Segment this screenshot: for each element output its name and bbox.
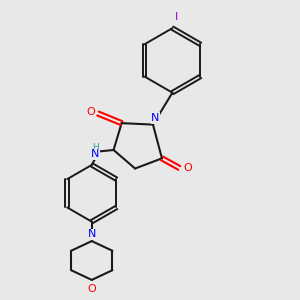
Text: O: O [86, 107, 95, 117]
Text: N: N [91, 149, 100, 160]
Text: N: N [88, 229, 96, 239]
Text: I: I [175, 12, 178, 22]
Text: H: H [92, 142, 99, 152]
Text: O: O [87, 284, 96, 294]
Text: O: O [183, 163, 192, 173]
Text: N: N [151, 113, 160, 123]
